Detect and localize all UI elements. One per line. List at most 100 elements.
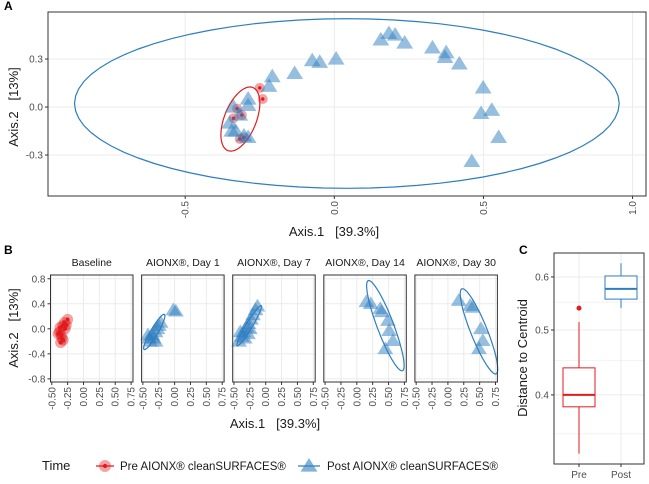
x-tick-label: 0.75 [127, 387, 138, 407]
legend: Time Pre AIONX® cleanSURFACES® Post AION… [42, 458, 499, 473]
facet-frame [323, 274, 407, 383]
box-post [604, 263, 638, 309]
panel-a-ordination: -0.5 0.0 0.5 1.0 -0.3 0.0 0.3 [26, 11, 647, 219]
facet-frame [50, 274, 134, 383]
post-point [377, 341, 394, 355]
legend-pre-label: Pre AIONX® cleanSURFACES® [120, 461, 286, 473]
pre-ellipse [220, 86, 261, 152]
post-point [396, 35, 414, 49]
panel-a-background [48, 12, 646, 196]
post-point [436, 49, 454, 64]
outlier-point [576, 305, 582, 311]
x-tick-label: 0.75 [491, 387, 502, 407]
x-tick-label: 0.0 [330, 201, 341, 215]
x-tick-label: -0.25 [336, 387, 347, 410]
x-tick-label: 0.75 [309, 387, 320, 407]
panel-c-boxplot: 0.4 0.5 0.6 Pre Post [535, 252, 645, 481]
iqr-box [562, 367, 596, 408]
panel-a-frame [47, 11, 647, 197]
y-tick-label: -0.3 [26, 151, 44, 162]
x-tick-label: Post [611, 470, 631, 481]
y-tick-label: 0.5 [535, 326, 549, 337]
facet-strip-label: AIONX®, Day 30 [416, 257, 496, 269]
facet-0: Baseline -0.50 -0.25 0.00 0.25 0.50 0.75 [47, 257, 137, 410]
post-point [381, 323, 398, 336]
post-point [472, 105, 490, 120]
post-point [424, 39, 441, 54]
post-point [140, 327, 156, 341]
panel-c-frame [553, 252, 645, 465]
x-tick-label: 0.00 [352, 387, 363, 407]
post-point [490, 129, 508, 144]
facet-frame [232, 274, 316, 383]
facet-2: AIONX®, Day 7 -0.50 -0.25 0.00 0.25 0.50 0.75 [229, 257, 319, 410]
y-tick-label: -0.4 [28, 349, 46, 360]
pre-point-center [64, 323, 69, 327]
facet-strip-label: Baseline [72, 257, 112, 269]
x-tick-label: 0.50 [475, 387, 486, 407]
x-tick-label: -0.50 [321, 387, 332, 410]
post-point [373, 304, 390, 318]
post-point [464, 300, 481, 313]
y-tick-label: 0.0 [29, 103, 43, 114]
post-point [362, 296, 379, 310]
post-point [223, 123, 241, 137]
iqr-box [604, 275, 638, 300]
legend-post-key [298, 458, 320, 472]
y-tick-label: 0.3 [29, 55, 43, 66]
x-tick-label: 0.75 [400, 387, 411, 407]
y-tick-label: 0.8 [32, 274, 46, 285]
x-tick-label: -0.25 [154, 387, 165, 410]
x-tick-label: -0.25 [63, 387, 74, 410]
x-tick-label: -0.5 [181, 201, 192, 219]
x-tick-label: -0.50 [138, 387, 149, 410]
x-tick-label: 0.50 [384, 387, 395, 407]
post-point [386, 27, 404, 41]
post-point [260, 78, 278, 92]
legend-post-label: Post AIONX® cleanSURFACES® [327, 461, 499, 473]
post-point [471, 341, 487, 355]
x-tick-label: -0.25 [428, 387, 439, 410]
x-tick-label: 1.0 [628, 201, 639, 215]
post-point [167, 303, 184, 317]
post-point [239, 97, 257, 112]
panel-label-c: C [519, 243, 528, 257]
x-tick-label: 0.50 [293, 387, 304, 407]
post-point [231, 107, 249, 121]
panel-b-x-title: Axis.1 [39.3%] [230, 416, 320, 431]
pre-point-center [58, 325, 62, 330]
pre-point-center [63, 326, 68, 331]
post-point [241, 321, 258, 335]
pre-point-center [59, 333, 64, 337]
post-point [463, 153, 481, 168]
facet-frame [141, 274, 225, 383]
facet-4: AIONX®, Day 30 -0.50 -0.25 0.00 0.25 0.50 0.75 [412, 257, 502, 410]
facet-strip-label: AIONX®, Day 7 [237, 257, 311, 269]
panel-b-y-title: Axis.2 [13%] [6, 288, 21, 367]
panel-b-facets: -0.8 -0.4 0.0 0.4 0.8 Baseline -0.50 -0.25 0.00 0… [28, 257, 502, 410]
legend-pre-key [96, 460, 114, 472]
pre-point-center [58, 340, 63, 345]
pre-point-center [59, 336, 64, 341]
x-tick-label: 0.25 [459, 387, 470, 407]
panel-a-x-title: Axis.1 [39.3%] [289, 224, 379, 239]
pre-point-center [260, 97, 265, 101]
x-tick-label: 0.50 [111, 387, 122, 407]
x-tick-label: 0.25 [95, 387, 106, 407]
x-tick-label: -0.50 [412, 387, 423, 410]
y-tick-label: 0.0 [32, 324, 46, 335]
x-tick-label: 0.00 [79, 387, 90, 407]
post-ellipse [73, 18, 620, 189]
x-tick-label: 0.75 [218, 387, 229, 407]
panel-label-b: B [4, 243, 13, 257]
y-tick-label: -0.8 [28, 374, 46, 385]
post-point [286, 65, 304, 80]
y-tick-label: 0.4 [32, 299, 46, 310]
post-point [225, 99, 242, 113]
pre-point-center [65, 317, 70, 322]
legend-title: Time [42, 458, 70, 473]
post-point [239, 129, 257, 144]
post-point [221, 115, 239, 129]
box-pre [562, 305, 596, 454]
post-point [450, 293, 467, 306]
